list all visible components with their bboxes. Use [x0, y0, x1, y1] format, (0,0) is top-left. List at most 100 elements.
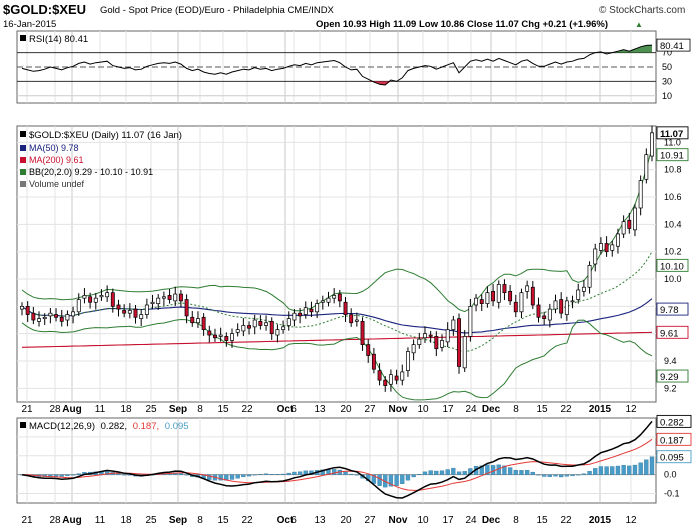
- candle-body: [428, 334, 433, 337]
- x-axis-tick-label: 25: [145, 515, 157, 526]
- candle-body: [474, 297, 479, 306]
- x-axis-tick-label: Oct: [277, 404, 294, 415]
- x-axis-tick-label: 27: [364, 515, 376, 526]
- macd-histogram-bar: [649, 456, 655, 475]
- macd-tick-label: -0.1: [664, 489, 680, 499]
- candle-body: [377, 370, 382, 381]
- candle-body: [127, 310, 132, 314]
- candle-body: [610, 244, 615, 251]
- macd-histogram-bar: [621, 464, 626, 475]
- rsi-overbought-fill: [595, 45, 652, 53]
- candle-body: [218, 334, 223, 337]
- volume-legend: Volume undef: [29, 179, 85, 189]
- candle-body: [99, 295, 104, 298]
- candle-body: [559, 299, 564, 314]
- candle-body: [76, 299, 81, 313]
- candle-body: [65, 314, 70, 321]
- macd-histogram-bar: [547, 474, 552, 477]
- price-value-tag: [656, 369, 689, 383]
- x-axis-tick-label: 17: [442, 515, 454, 526]
- macd-histogram-bar: [59, 474, 64, 477]
- macd-histogram-bar: [519, 470, 524, 475]
- candle-body: [230, 333, 234, 341]
- rsi-series: [21, 44, 653, 86]
- macd-histogram-bar: [462, 471, 467, 475]
- candle-body: [598, 243, 603, 251]
- x-axis-tick-label: Aug: [62, 404, 81, 415]
- header-copyright[interactable]: © StockCharts.com: [599, 5, 685, 16]
- macd-histogram-bar: [644, 459, 649, 475]
- macd-histogram-bar: [258, 474, 263, 475]
- price-value-tag-label: 10.10: [660, 261, 684, 272]
- price-tick-label: 10.4: [664, 219, 682, 229]
- candle-body: [417, 338, 422, 345]
- candle-body: [570, 300, 575, 303]
- macd-histogram-bar: [275, 474, 280, 475]
- x-axis-tick-label: Oct: [277, 515, 294, 526]
- candle-body: [25, 306, 30, 315]
- candle-body: [286, 318, 291, 326]
- candle-body: [264, 322, 269, 326]
- candle-body: [491, 290, 496, 302]
- candle-body: [576, 289, 581, 300]
- x-axis-tick-label: 15: [217, 404, 229, 415]
- macd-value-tag: [656, 414, 692, 428]
- candle-body: [275, 329, 280, 336]
- macd-histogram-bar: [400, 474, 405, 484]
- macd-histogram-bar: [576, 474, 581, 476]
- candle-body: [178, 293, 183, 302]
- x-axis-tick-label: 8: [513, 404, 519, 415]
- candle-body: [54, 314, 59, 318]
- macd-line: [21, 420, 653, 499]
- candle-body: [42, 316, 47, 320]
- candle-body: [213, 334, 217, 339]
- price-value-tag-label: 9.78: [660, 305, 679, 316]
- candle-body: [394, 375, 399, 381]
- candle-body: [530, 286, 535, 306]
- candle-body: [224, 336, 229, 341]
- x-axis-tick-label: 8: [197, 515, 203, 526]
- macd-histogram-bar: [411, 474, 416, 478]
- chg-up-arrow-icon: ▲: [635, 20, 643, 29]
- price-value-tag-label: 11.07: [660, 129, 683, 140]
- x-axis-tick-label: Sep: [169, 404, 187, 415]
- price-tick-label: 11.0: [664, 137, 681, 147]
- candle-body: [462, 336, 467, 369]
- x-axis-tick-label: Nov: [389, 515, 408, 526]
- candle-body: [593, 248, 598, 265]
- ma200-line: [21, 331, 653, 348]
- x-axis-tick-label: 18: [120, 404, 132, 415]
- macd-value-tag-label: 0.282: [660, 417, 684, 428]
- candle-body: [627, 219, 632, 229]
- price-value-tag-label: 9.29: [660, 372, 679, 383]
- macd-histogram-bar: [178, 473, 184, 475]
- candle-body: [343, 301, 348, 315]
- header-date: 16-Jan-2015: [3, 19, 56, 30]
- candle-body: [411, 344, 416, 354]
- candle-body: [513, 301, 518, 313]
- x-axis-tick-label: 8: [197, 404, 203, 415]
- macd-histogram-bar: [394, 474, 399, 486]
- candle-body: [59, 316, 64, 322]
- axis-labels: 21212828AugAug111118182525SepSep88151522…: [21, 38, 692, 526]
- candle-body: [388, 374, 393, 385]
- x-axis-tick-label: 6: [291, 404, 297, 415]
- candle-body: [468, 306, 473, 337]
- macd-histogram-bar: [65, 474, 70, 477]
- candle-body: [451, 319, 456, 330]
- macd-histogram-bar: [564, 474, 570, 477]
- candle-body: [37, 318, 41, 322]
- x-axis-tick-label: 11: [95, 515, 106, 526]
- candle-body: [423, 333, 427, 339]
- candle-body: [536, 304, 541, 318]
- candle-body: [485, 292, 490, 304]
- macd-histogram-bar: [349, 473, 354, 475]
- price-tick-label: 10.2: [664, 247, 682, 257]
- rsi-line: [21, 44, 653, 86]
- macd-value-tag-label: 0.095: [660, 453, 684, 464]
- price-value-tag: [656, 302, 689, 316]
- macd-histogram-bar: [320, 469, 325, 475]
- x-axis-tick-label: 24: [465, 404, 477, 415]
- macd-histogram-bar: [229, 474, 235, 480]
- candle-body: [371, 353, 376, 370]
